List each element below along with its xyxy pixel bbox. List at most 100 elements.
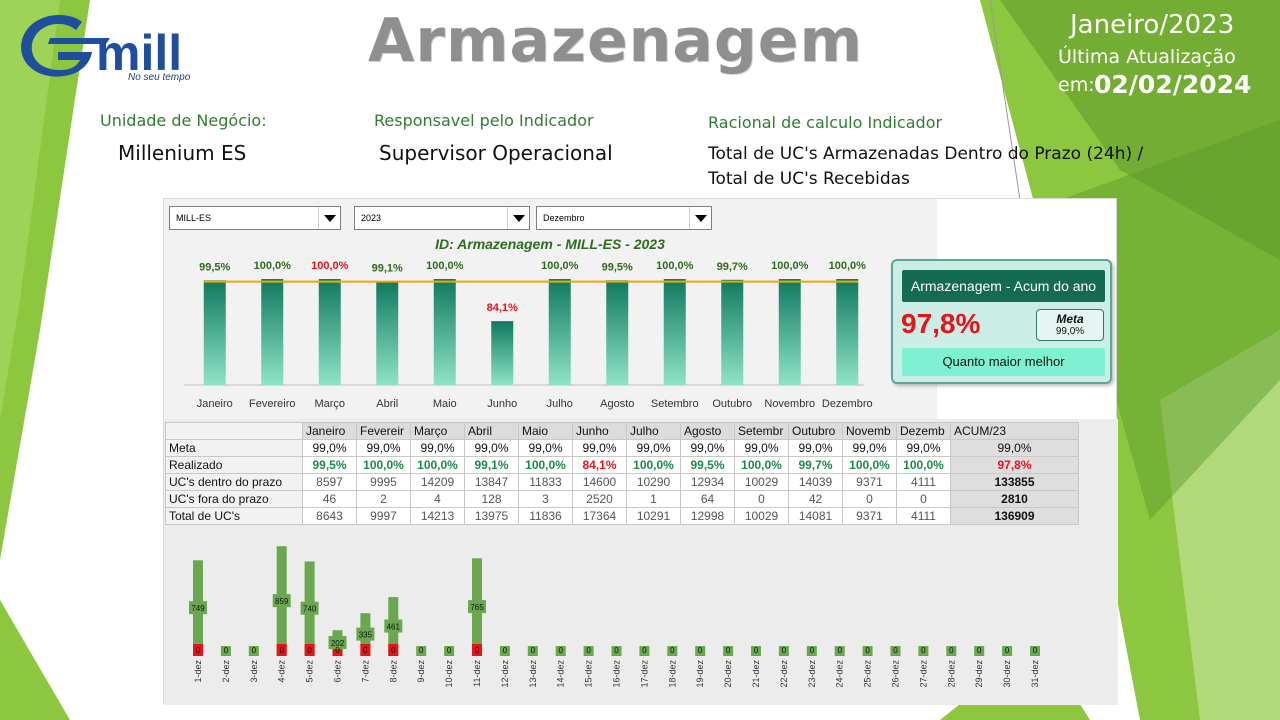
- category-label: Maio: [433, 398, 457, 410]
- table-cell: 10029: [734, 473, 789, 491]
- table-cell: 99,0%: [518, 439, 573, 457]
- month-dropdown[interactable]: Dezembro: [536, 206, 712, 230]
- daily-flag-marker: [332, 644, 343, 656]
- table-cell: 0: [734, 490, 789, 508]
- table-cell: 10291: [626, 507, 681, 525]
- day-label: 28-dez: [946, 660, 956, 688]
- daily-value-label: 740: [303, 605, 317, 614]
- daily-bar: [751, 646, 761, 656]
- daily-second-label: 0: [754, 646, 759, 655]
- table-header-row: Janeiro Fevereir Março Abril Maio Junho Julho A…: [165, 422, 1079, 440]
- category-label: Fevereiro: [249, 398, 295, 410]
- day-label: 9-dez: [416, 660, 426, 683]
- category-label: Março: [314, 398, 345, 410]
- table-header-cell: Novemb: [842, 422, 897, 440]
- day-label: 18-dez: [667, 660, 677, 688]
- daily-bar: [1030, 646, 1040, 656]
- daily-second-label: 0: [810, 646, 815, 655]
- table-cell: 99,0%: [842, 439, 897, 457]
- table-cell: 99,5%: [680, 456, 735, 474]
- table-cell: 2: [356, 490, 411, 508]
- table-cell: 100,0%: [410, 456, 465, 474]
- logo-text: mill: [96, 25, 182, 81]
- calc-value: Total de UC's Armazenadas Dentro do Praz…: [708, 144, 1144, 189]
- daily-bar: [248, 646, 259, 656]
- daily-second-label: 0: [642, 646, 647, 655]
- table-header-cell: Março: [410, 422, 465, 440]
- table-header-cell: ACUM/23: [950, 422, 1079, 440]
- daily-second-label: 0: [949, 646, 954, 655]
- table-row: Meta 99,0% 99,0% 99,0% 99,0% 99,0% 99,0% 99,0% 9…: [165, 439, 1079, 457]
- table-cell: 99,0%: [302, 439, 357, 457]
- daily-value-label: 765: [470, 603, 484, 612]
- day-label: 8-dez: [388, 660, 398, 683]
- year-dropdown[interactable]: 2023: [354, 206, 530, 230]
- day-label: 15-dez: [584, 660, 594, 688]
- table-cell: 13847: [464, 473, 519, 491]
- year-dropdown-value: 2023: [361, 213, 382, 223]
- table-accum-cell: 2810: [950, 490, 1079, 508]
- table-cell: 99,0%: [356, 439, 411, 457]
- chevron-down-icon[interactable]: [689, 207, 711, 229]
- day-label: 29-dez: [974, 660, 984, 688]
- bar-value-label: 100,0%: [311, 260, 349, 272]
- daily-value-label: 749: [191, 604, 205, 613]
- day-label: 14-dez: [556, 660, 566, 688]
- table-cell: 8643: [302, 507, 357, 525]
- table-cell: 99,0%: [896, 439, 951, 457]
- day-label: 17-dez: [639, 660, 649, 688]
- table-cell: 14039: [788, 473, 843, 491]
- table-cell: 100,0%: [356, 456, 411, 474]
- daily-second-label: 0: [670, 646, 675, 655]
- chart-title: ID: Armazenagem - MILL-ES - 2023: [435, 236, 665, 252]
- kpi-footer: Quanto maior melhor: [902, 348, 1105, 376]
- day-label: 25-dez: [863, 660, 873, 688]
- daily-second-label: 0: [921, 646, 926, 655]
- table-cell: 99,0%: [410, 439, 465, 457]
- bar-value-label: 99,5%: [199, 261, 230, 273]
- table-cell: 0: [842, 490, 897, 508]
- table-accum-cell: 136909: [950, 507, 1079, 525]
- chevron-down-icon[interactable]: [318, 207, 340, 229]
- bar: [318, 279, 341, 385]
- daily-second-label: 0: [865, 646, 870, 655]
- table-cell: 14209: [410, 473, 465, 491]
- table-accum-cell: 99,0%: [950, 439, 1079, 457]
- daily-second-label: 0: [391, 646, 396, 655]
- table-cell: 100,0%: [896, 456, 951, 474]
- daily-second-label: 0: [893, 646, 898, 655]
- bar: [433, 279, 456, 385]
- table-cell: 46: [302, 490, 357, 508]
- day-label: 13-dez: [528, 660, 538, 688]
- responsible-label: Responsavel pelo Indicador: [374, 111, 594, 130]
- bar-value-label: 100,0%: [254, 260, 292, 272]
- day-label: 5-dez: [305, 660, 315, 683]
- table-cell: 9995: [356, 473, 411, 491]
- category-label: Agosto: [600, 398, 634, 410]
- table-cell: 12934: [680, 473, 735, 491]
- unit-dropdown[interactable]: MILL-ES: [169, 206, 341, 230]
- day-label: 4-dez: [277, 660, 287, 683]
- daily-second-label: 0: [1005, 646, 1010, 655]
- daily-bar: [583, 646, 594, 656]
- table-header-cell: Agosto: [680, 422, 735, 440]
- daily-flag-marker: [276, 644, 287, 656]
- daily-bar: [862, 646, 873, 656]
- table-cell: 100,0%: [734, 456, 789, 474]
- daily-second-label: 0: [531, 646, 536, 655]
- daily-label-box: [356, 627, 375, 641]
- table-row: UC's dentro do prazo 8597 9995 14209 13847 11…: [165, 473, 1079, 491]
- table-cell: 100,0%: [626, 456, 681, 474]
- responsible-value: Supervisor Operacional: [379, 141, 613, 165]
- table-cell: 0: [896, 490, 951, 508]
- bar: [376, 281, 399, 385]
- bar-value-label: 99,7%: [717, 261, 748, 273]
- daily-bar: [555, 646, 566, 656]
- table-corner: [165, 422, 303, 440]
- daily-label-box: [328, 636, 347, 650]
- chevron-down-icon[interactable]: [507, 207, 529, 229]
- logo-tagline: No seu tempo: [128, 72, 191, 83]
- updated-label: Última Atualização: [1058, 46, 1236, 68]
- table-header-cell: Outubro: [788, 422, 843, 440]
- daily-value-label: 202: [331, 639, 345, 648]
